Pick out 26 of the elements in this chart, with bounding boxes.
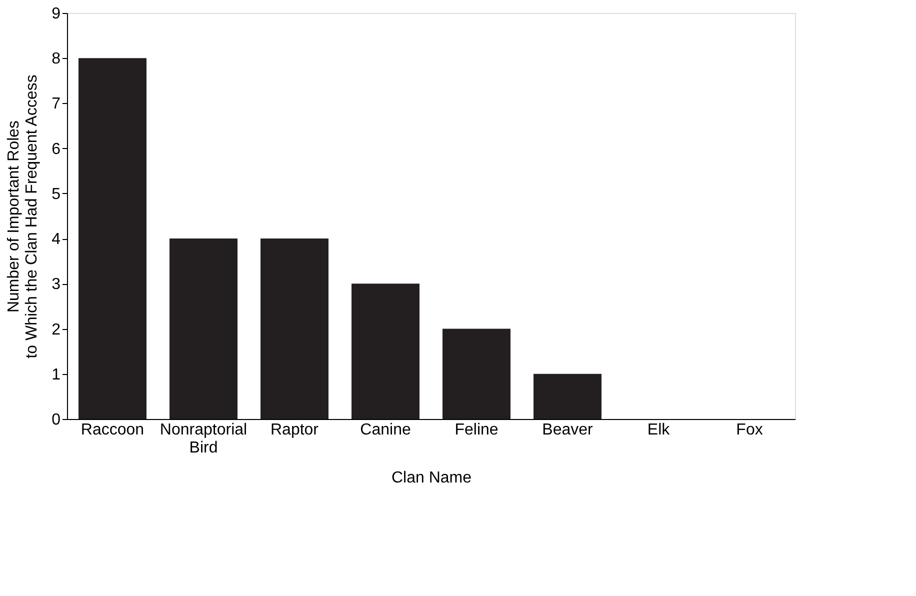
bar xyxy=(534,374,602,419)
y-tick-label: 3 xyxy=(52,276,61,294)
x-tick-label: Raccoon xyxy=(80,422,144,438)
x-tick-label: Fox xyxy=(736,422,763,438)
x-tick-label: Beaver xyxy=(542,422,594,438)
y-tick-label: 1 xyxy=(52,366,61,384)
x-tick-label: Feline xyxy=(454,422,498,438)
bar xyxy=(260,238,328,419)
y-tick-label: 2 xyxy=(52,321,61,338)
y-tick-label: 7 xyxy=(52,96,61,113)
x-tick-label: Canine xyxy=(360,422,411,438)
x-tick-label: Raptor xyxy=(270,422,320,438)
bar xyxy=(170,238,238,419)
x-tick-label: Nonraptorial Bird xyxy=(160,422,248,456)
y-tick-label: 5 xyxy=(52,186,61,203)
y-tick-label: 8 xyxy=(52,50,61,68)
x-tick-label: Elk xyxy=(647,422,671,438)
bar xyxy=(78,58,146,419)
y-tick-label: 4 xyxy=(52,231,61,248)
y-tick-label: 6 xyxy=(52,140,61,158)
x-axis-title: Clan Name xyxy=(391,470,472,486)
y-axis-title: Number of Important Roles to Which the Clan Had Frequent Access xyxy=(6,74,41,358)
y-tick-label: 0 xyxy=(52,412,61,428)
bar xyxy=(442,328,510,419)
bar xyxy=(352,284,420,419)
y-tick-label: 9 xyxy=(52,6,61,22)
